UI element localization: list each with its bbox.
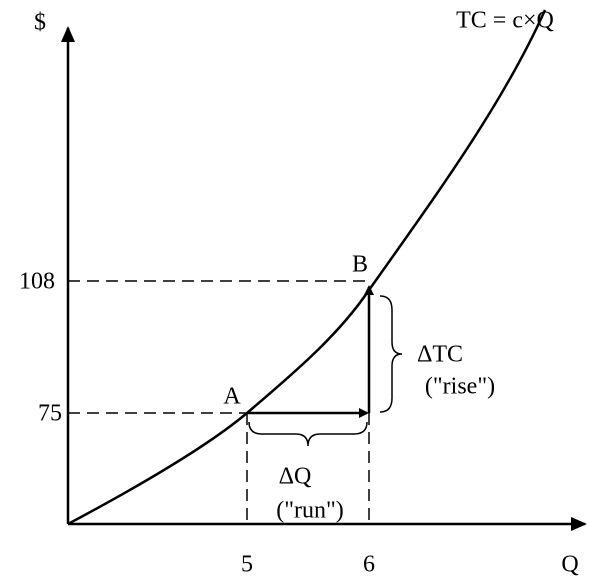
x-tick-label: 6: [363, 552, 375, 578]
y-tick-label: 108: [19, 269, 55, 295]
rise-note: ("rise"): [425, 374, 495, 400]
tc-curve: [67, 9, 547, 526]
run-brace: [248, 421, 368, 447]
rise-label: ΔTC: [417, 342, 463, 368]
rise-brace: [379, 295, 403, 413]
run-label: ΔQ: [279, 464, 312, 490]
x-axis-label: Q: [561, 552, 578, 578]
y-axis-label: $: [34, 10, 46, 36]
x-tick-label: 5: [241, 552, 253, 578]
run-note: ("run"): [276, 498, 344, 524]
y-tick-label: 75: [38, 401, 62, 427]
curve-label: TC = c×Q: [456, 8, 554, 34]
point-label: A: [223, 384, 241, 410]
point-label: B: [352, 252, 368, 278]
